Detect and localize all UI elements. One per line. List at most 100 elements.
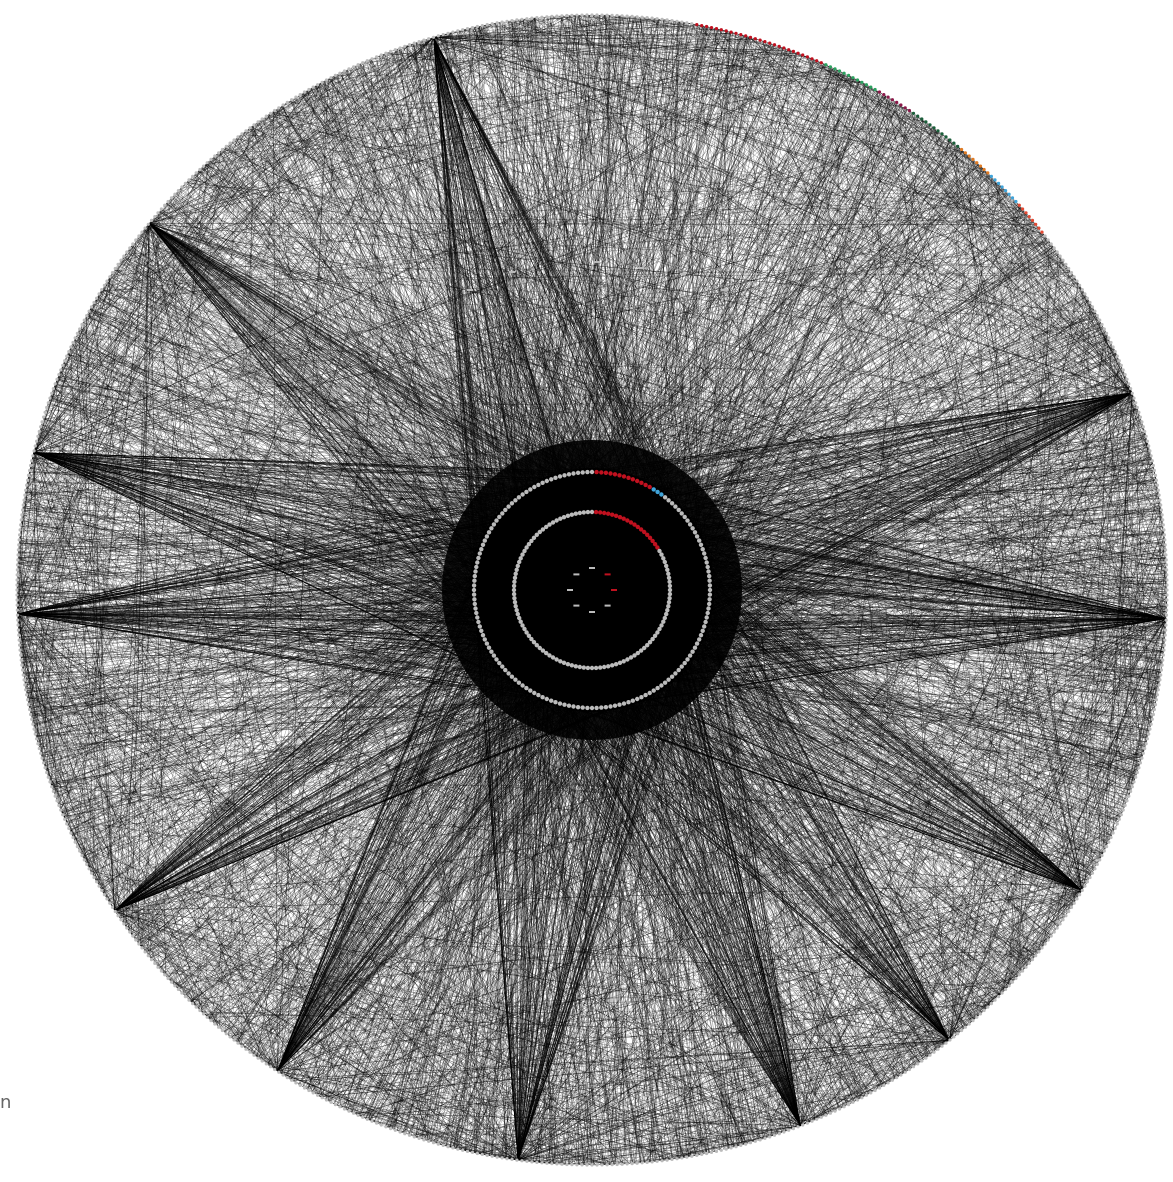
middle-node <box>562 473 567 478</box>
outer-node <box>1164 628 1168 632</box>
outer-node <box>948 138 952 142</box>
middle-node <box>532 484 537 490</box>
inner-node <box>577 664 582 670</box>
inner-node <box>565 513 571 518</box>
outer-node <box>347 67 351 71</box>
outer-node <box>714 1149 719 1153</box>
outer-node <box>530 16 534 20</box>
outer-node <box>1147 732 1151 736</box>
outer-node <box>1064 262 1068 266</box>
outer-node <box>1119 363 1123 367</box>
outer-node <box>1137 410 1141 414</box>
inner-node <box>526 542 532 547</box>
outer-node <box>1143 746 1147 751</box>
outer-node <box>20 663 24 667</box>
middle-node <box>662 495 668 500</box>
outer-node <box>137 234 141 238</box>
outer-node <box>156 965 160 969</box>
outer-node <box>620 14 624 18</box>
outer-node <box>333 1103 337 1107</box>
inner-node <box>573 664 578 669</box>
outer-node <box>248 1050 252 1054</box>
middle-node <box>524 489 529 495</box>
middle-node <box>520 683 525 688</box>
outer-node <box>837 69 842 73</box>
outer-node <box>55 799 59 803</box>
middle-node <box>506 671 511 676</box>
middle-node <box>540 480 545 485</box>
outer-node <box>540 1161 544 1165</box>
middle-node <box>635 478 640 484</box>
middle-node <box>489 526 494 531</box>
outer-node <box>137 942 141 946</box>
outer-node <box>67 826 71 831</box>
outer-node <box>143 950 147 954</box>
outer-node <box>1093 309 1097 313</box>
outer-node <box>1165 598 1169 602</box>
stray-node <box>509 271 515 273</box>
middle-node <box>516 680 522 685</box>
outer-node <box>51 789 56 794</box>
outer-node <box>1164 558 1168 562</box>
middle-node <box>707 601 712 607</box>
inner-node <box>665 567 670 572</box>
outer-node <box>1164 563 1169 567</box>
inner-ring-nodes <box>511 509 673 671</box>
inner-node <box>664 611 669 617</box>
outer-node <box>791 49 796 54</box>
middle-node <box>685 657 690 662</box>
middle-node <box>626 700 631 705</box>
outer-node <box>1034 954 1038 958</box>
middle-node <box>626 475 631 480</box>
outer-node <box>176 987 180 992</box>
middle-node <box>655 489 660 495</box>
outer-node <box>173 192 177 196</box>
outer-node <box>379 1123 383 1127</box>
middle-node <box>475 615 480 620</box>
inner-node <box>667 591 673 597</box>
inner-node <box>540 648 546 653</box>
outer-node <box>1085 296 1089 300</box>
outer-node <box>948 1038 952 1042</box>
outer-node <box>342 69 347 73</box>
outer-node <box>92 300 96 305</box>
inner-node <box>589 665 595 671</box>
inner-node <box>645 532 650 537</box>
node-layer <box>15 13 1169 1167</box>
middle-node <box>669 674 675 679</box>
outer-node <box>65 822 69 826</box>
center-node <box>573 573 580 576</box>
outer-node <box>748 35 753 39</box>
outer-node <box>982 167 986 172</box>
outer-node <box>1083 884 1087 888</box>
outer-node <box>153 961 157 966</box>
outer-node <box>1061 258 1065 262</box>
outer-node <box>1145 439 1149 443</box>
outer-node <box>787 48 791 52</box>
outer-node <box>55 377 59 381</box>
outer-node <box>630 1162 634 1166</box>
outer-node <box>555 1162 559 1166</box>
inner-node <box>667 583 673 589</box>
outer-node <box>1090 305 1095 309</box>
middle-node <box>707 587 713 593</box>
outer-node <box>932 1050 936 1054</box>
outer-node <box>1164 618 1168 622</box>
outer-node <box>1130 391 1134 395</box>
outer-node <box>1144 434 1148 438</box>
middle-node <box>687 653 693 658</box>
center-node <box>604 573 611 576</box>
outer-node <box>21 508 25 512</box>
outer-node <box>50 785 54 789</box>
outer-node <box>630 14 634 18</box>
outer-node <box>16 548 20 552</box>
outer-node <box>1121 368 1125 372</box>
middle-node <box>594 705 599 711</box>
outer-node <box>53 382 57 386</box>
outer-node <box>860 80 864 84</box>
outer-node <box>709 26 714 30</box>
outer-node <box>1113 350 1117 354</box>
outer-node <box>944 135 948 139</box>
middle-node <box>509 501 515 506</box>
stray-node <box>594 261 600 263</box>
